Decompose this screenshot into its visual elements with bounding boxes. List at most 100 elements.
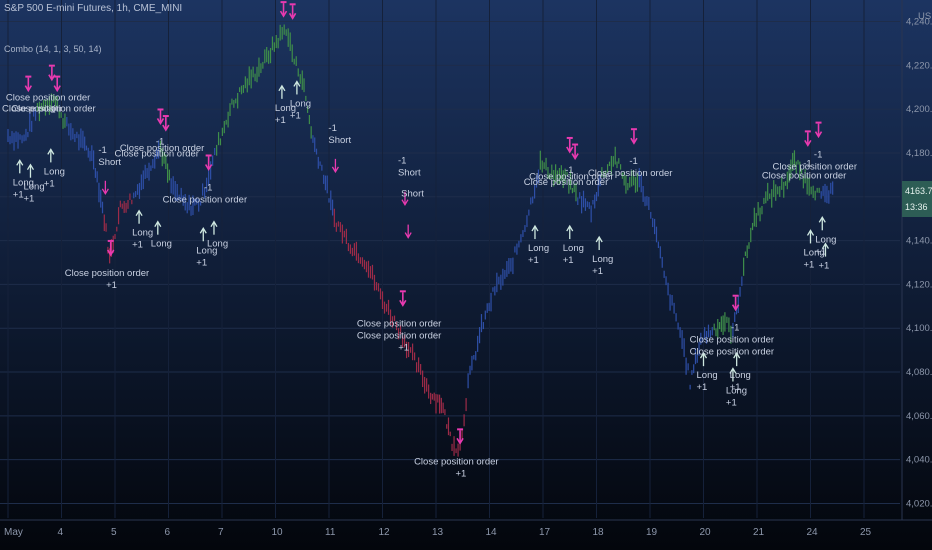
exit-marker-icon xyxy=(399,290,406,293)
exit-marker-icon xyxy=(566,136,573,139)
exit-marker-icon xyxy=(815,121,822,124)
long-signal[interactable]: Long xyxy=(207,220,228,250)
long-arrowhead-icon xyxy=(278,84,286,92)
long-signal[interactable]: Long+1 xyxy=(726,367,747,408)
long-signal[interactable]: Long+1 xyxy=(196,226,217,268)
signal-label: -1 xyxy=(204,182,212,193)
signal-label: +1 xyxy=(290,110,301,121)
date-tick-label: 10 xyxy=(272,527,284,538)
signal-label: Long xyxy=(697,370,718,381)
signal-label: Close position order xyxy=(414,456,499,467)
date-tick-label: 18 xyxy=(593,527,605,538)
exit-signal[interactable]: Close position order xyxy=(120,115,205,154)
signal-label: Long xyxy=(528,243,549,254)
long-signal[interactable]: Long+1 xyxy=(815,216,836,257)
long-signal[interactable]: Long+1 xyxy=(804,229,825,270)
symbol-title[interactable]: S&P 500 E-mini Futures, 1h, CME_MINI xyxy=(4,3,183,14)
exit-marker-icon xyxy=(157,108,164,111)
long-signal[interactable]: Long+1 xyxy=(13,159,34,200)
signal-label: Long xyxy=(592,254,613,265)
strategy-label[interactable]: Combo (14, 1, 3, 50, 14) xyxy=(4,44,102,54)
signal-label: -1 xyxy=(629,156,637,167)
long-arrowhead-icon xyxy=(531,224,539,232)
long-signal[interactable]: Long+1 xyxy=(275,84,296,126)
signal-label: +1 xyxy=(106,280,117,291)
signal-label: Long xyxy=(13,177,34,188)
date-tick-label: 19 xyxy=(646,527,658,538)
exit-signal[interactable] xyxy=(288,3,297,20)
exit-signal[interactable]: Close position order+1 xyxy=(414,428,499,479)
signal-label: -1 xyxy=(98,145,106,156)
signal-label: +1 xyxy=(815,246,826,257)
long-arrowhead-icon xyxy=(729,367,737,374)
last-price-label: 4163.75 13:36 xyxy=(902,181,932,217)
price-tick-label: 4,020.00 xyxy=(906,499,932,510)
price-tick-label: 4,180.00 xyxy=(906,148,932,159)
long-signal[interactable]: Long+1 xyxy=(290,80,311,121)
price-tick-label: 4,140.00 xyxy=(906,236,932,247)
long-arrowhead-icon xyxy=(699,351,708,359)
exit-arrowhead-icon xyxy=(566,146,574,154)
long-signal[interactable]: Long+1 xyxy=(132,209,153,251)
exit-marker-icon xyxy=(25,75,32,78)
signal-label: +1 xyxy=(804,259,815,270)
short-signal[interactable]: Short xyxy=(401,189,424,239)
signal-label: Long xyxy=(804,247,825,258)
exit-arrowhead-icon xyxy=(53,85,61,93)
long-signal[interactable]: Long+1 xyxy=(592,235,613,277)
exit-arrowhead-icon xyxy=(162,124,170,132)
signal-label: Close position order xyxy=(120,143,205,154)
long-signal[interactable]: Long+1 xyxy=(528,224,549,266)
exit-signal[interactable]: Close position xyxy=(2,75,62,115)
long-arrowhead-icon xyxy=(16,159,24,166)
long-signal[interactable]: Long+1 xyxy=(697,351,718,393)
long-signal[interactable]: Long+1 xyxy=(730,351,751,393)
long-signal[interactable]: Long+1 xyxy=(563,224,584,266)
long-arrowhead-icon xyxy=(293,80,301,87)
signal-label: Long xyxy=(563,243,584,254)
long-signal[interactable]: +1 xyxy=(818,242,829,272)
signal-label: -1 xyxy=(47,105,55,116)
long-arrowhead-icon xyxy=(595,235,603,243)
date-tick-label: 24 xyxy=(807,527,819,538)
date-tick-label: 4 xyxy=(58,527,64,538)
exit-signal[interactable]: Close position order+1 xyxy=(65,239,150,291)
date-tick-label: 20 xyxy=(700,527,712,538)
long-arrowhead-icon xyxy=(47,148,55,155)
exit-signal[interactable]: Close position order xyxy=(529,143,614,183)
price-tick-label: 4,080.00 xyxy=(906,367,932,378)
exit-signal[interactable]: Close position order xyxy=(11,75,96,115)
signal-label: +1 xyxy=(697,382,708,393)
exit-arrowhead-icon xyxy=(571,153,579,161)
long-signal[interactable]: Long xyxy=(151,220,172,250)
last-price-value: 4163.75 xyxy=(905,186,932,196)
exit-signal[interactable] xyxy=(279,1,288,18)
exit-arrowhead-icon xyxy=(24,85,33,93)
signal-label: +1 xyxy=(196,257,207,268)
signal-label: Close position order xyxy=(6,93,91,104)
price-tick-label: 4,100.00 xyxy=(906,323,932,334)
signal-label: -1 xyxy=(156,136,164,147)
date-tick-label: 14 xyxy=(486,527,498,538)
signal-label: Long xyxy=(726,385,747,396)
signal-label: -1 xyxy=(731,323,739,334)
exit-arrowhead-icon xyxy=(456,437,464,445)
date-tick-label: 21 xyxy=(753,527,765,538)
exit-signal[interactable]: Close position order-1 xyxy=(6,64,91,116)
long-signal[interactable]: Long+1 xyxy=(23,163,45,205)
time-axis[interactable]: May 4 5 6 7 10 11 12 13 14 17 18 19 20 21 24 25 xyxy=(4,527,872,538)
long-signal[interactable]: Long+1 xyxy=(44,148,65,189)
